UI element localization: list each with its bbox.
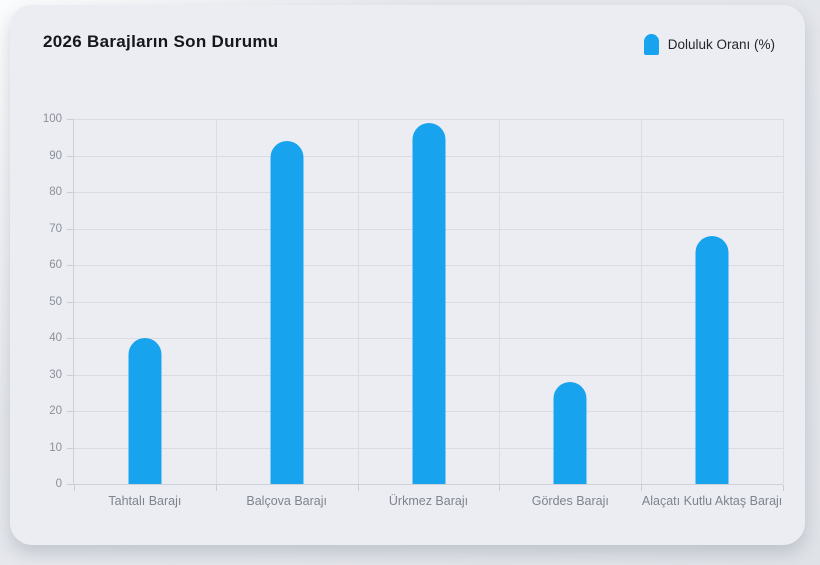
x-axis-category-label: Gördes Barajı (531, 494, 609, 508)
legend-label: Doluluk Oranı (%) (667, 37, 775, 52)
gridline-horizontal (74, 119, 783, 120)
gridline-vertical (641, 119, 643, 484)
y-axis-tick (67, 447, 73, 449)
y-axis-tick (67, 338, 73, 339)
chart-card: 2026 Barajların Son Durumu Doluluk Oranı… (10, 5, 805, 545)
y-axis-tick-label: 50 (49, 295, 62, 308)
x-axis-category-label: Ürkmez Barajı (388, 494, 469, 508)
chart-title: 2026 Barajların Son Durumu (43, 32, 279, 51)
y-axis-tick (67, 484, 73, 485)
gridline-vertical (783, 119, 784, 484)
x-axis-tick (499, 485, 501, 491)
bar-tahtal-baraj-[interactable] (128, 338, 162, 484)
x-axis-tick (74, 485, 75, 491)
y-axis-tick (67, 155, 73, 157)
y-axis-tick-label: 90 (49, 149, 62, 162)
gridline-vertical (357, 119, 359, 484)
y-axis-tick-label: 20 (49, 405, 62, 417)
x-axis-tick (357, 485, 359, 491)
y-axis-tick (67, 301, 73, 303)
x-axis-tick (783, 485, 784, 491)
y-axis-tick-label: 80 (49, 186, 62, 198)
legend-swatch-icon (643, 34, 659, 55)
y-axis-tick-label: 100 (42, 113, 62, 125)
bar-ala-at-kutlu-akta-baraj-[interactable] (695, 235, 729, 484)
y-axis-tick-label: 10 (49, 441, 62, 454)
x-axis-category-label: Alaçatı Kutlu Aktaş Barajı (641, 494, 783, 508)
y-axis-tick (67, 265, 73, 266)
chart-header: 2026 Barajların Son Durumu Doluluk Oranı… (43, 32, 775, 55)
y-axis-tick-label: 40 (49, 332, 62, 344)
x-axis-category-label: Tahtalı Barajı (108, 494, 182, 508)
y-axis-tick-label: 30 (49, 368, 62, 381)
bar-g-rdes-baraj-[interactable] (553, 381, 587, 484)
plot-area: 0 10 20 30 40 50 60 70 80 90 100 Tahtalı Barajı Balç… (43, 113, 784, 508)
gridline-vertical (215, 119, 217, 484)
y-axis-tick-label: 60 (49, 259, 62, 271)
y-axis-tick (67, 228, 73, 230)
y-axis-tick (67, 411, 73, 412)
y-axis-tick (67, 192, 73, 193)
y-axis-tick (67, 374, 73, 376)
bar--rkmez-baraj-[interactable] (412, 122, 445, 484)
y-axis-tick (67, 119, 73, 120)
y-axis-tick-label: 0 (55, 478, 62, 490)
y-axis-tick-label: 70 (49, 222, 62, 235)
x-axis-tick (215, 485, 217, 491)
x-axis-tick (641, 485, 643, 491)
x-axis-category-label: Balçova Barajı (246, 494, 327, 508)
gridline-vertical (499, 119, 501, 484)
legend-item-doluluk-orani[interactable]: Doluluk Oranı (%) (643, 34, 775, 55)
bar-bal-ova-baraj-[interactable] (270, 140, 304, 484)
